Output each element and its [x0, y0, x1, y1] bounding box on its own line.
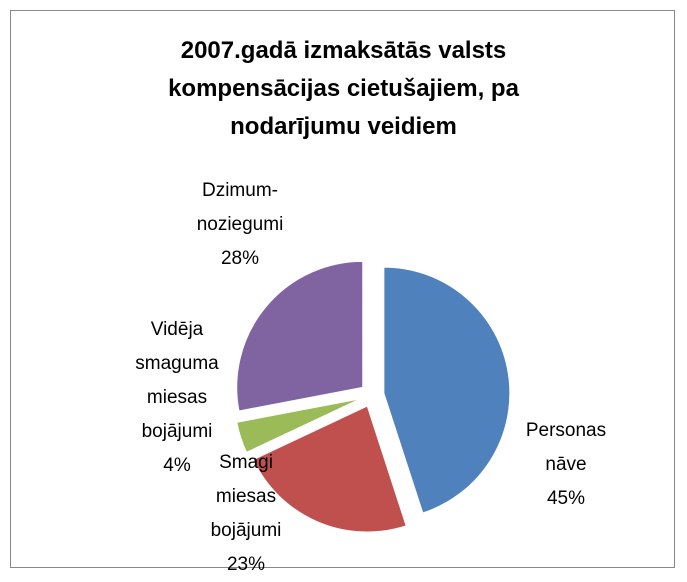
slice-value-label: 4% — [163, 455, 191, 476]
slice-label: Vidēja smaguma miesas bojājumi — [135, 319, 219, 442]
slice-label: Dzimum- noziegumi — [196, 180, 284, 235]
chart-title: 2007.gadā izmaksātās valsts kompensācija… — [168, 37, 519, 140]
slice-value-label: 45% — [546, 488, 586, 509]
slice-value-label: 28% — [220, 248, 260, 269]
pie-slice — [236, 260, 364, 412]
slice-label: Smagi miesas bojājumi — [210, 452, 282, 541]
pie-slice — [383, 266, 511, 514]
slice-label: Personas nāve — [525, 420, 607, 475]
pie-slice — [252, 405, 407, 533]
pie-slice — [236, 398, 361, 454]
slice-value-label: 23% — [226, 554, 266, 575]
chart-frame — [10, 10, 675, 568]
